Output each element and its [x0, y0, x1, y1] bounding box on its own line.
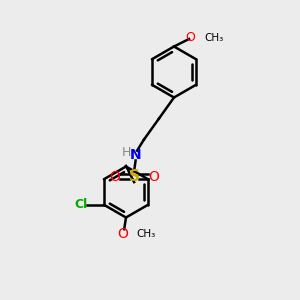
Text: N: N	[130, 148, 141, 162]
Text: H: H	[121, 146, 131, 159]
Text: S: S	[129, 169, 140, 184]
Text: O: O	[118, 227, 128, 241]
Text: CH₃: CH₃	[204, 33, 223, 43]
Text: CH₃: CH₃	[136, 229, 156, 239]
Text: O: O	[148, 170, 159, 184]
Text: O: O	[110, 170, 120, 184]
Text: O: O	[186, 31, 195, 44]
Text: Cl: Cl	[74, 198, 87, 211]
